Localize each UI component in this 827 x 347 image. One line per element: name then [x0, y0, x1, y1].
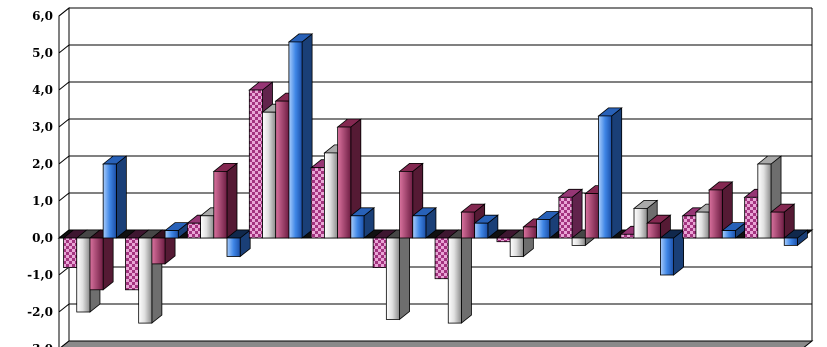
bar-front-face [744, 196, 759, 239]
gridline [58, 44, 812, 54]
bar-front-face [721, 230, 736, 239]
bar-front-face [708, 189, 723, 239]
gridline [58, 7, 812, 17]
bar-side-face [461, 229, 472, 324]
bar-front-face [248, 89, 263, 239]
y-tick-label: -2,0 [27, 305, 53, 319]
bar-front-face [496, 237, 511, 243]
gridline [58, 118, 812, 128]
bar-front-face [509, 237, 524, 257]
y-tick-label: -1,0 [27, 268, 53, 282]
bar-front-face [288, 41, 303, 239]
bar-front-face [102, 163, 117, 239]
gridline [58, 303, 812, 313]
bar-front-face [434, 237, 449, 280]
bar-front-face [310, 167, 325, 239]
bar-front-face [584, 193, 599, 239]
bar-front-face [372, 237, 387, 269]
bar-front-face [213, 170, 228, 239]
bar-front-face [757, 163, 772, 239]
bar-front-face [783, 237, 798, 246]
bar-3-series-4 [225, 229, 252, 258]
bar-4-series-4 [287, 33, 314, 239]
bar-front-face [350, 215, 365, 239]
y-tick-label: 4,0 [32, 83, 53, 97]
bar-6-series-2 [385, 229, 411, 321]
bar-front-face [522, 226, 537, 239]
y-tick-label: 2,0 [32, 157, 53, 171]
bars [62, 33, 809, 324]
bar-1-series-4 [102, 155, 128, 239]
bar-3-series-3 [212, 162, 239, 239]
bar-front-face [558, 196, 573, 239]
bar-front-face [770, 211, 785, 239]
gridlines [58, 6, 813, 347]
bar-front-face [695, 211, 710, 239]
y-tick-label: -3,0 [27, 342, 53, 347]
bar-front-face [151, 237, 166, 265]
bar-front-face [76, 237, 91, 313]
bar-front-face [399, 170, 414, 239]
bar-front-face [385, 237, 400, 320]
bar-side-face [611, 107, 623, 239]
y-tick-label: 0,0 [32, 231, 53, 245]
bar-front-face [633, 207, 648, 239]
bar-7-series-4 [473, 214, 499, 239]
bar-side-face [301, 33, 313, 239]
bar-front-face [63, 237, 78, 269]
bar-1-series-3 [88, 229, 115, 291]
gridline [58, 81, 812, 91]
bar-9-series-1 [557, 188, 584, 239]
bar-6-series-4 [411, 206, 438, 239]
gridline [58, 155, 812, 165]
y-tick-label: 1,0 [32, 194, 53, 208]
y-tick-label: 5,0 [32, 46, 53, 60]
bar-front-face [447, 237, 462, 324]
bar-7-series-2 [447, 229, 473, 324]
bar-front-face [536, 219, 551, 239]
floor-plane [60, 340, 814, 347]
bar-front-face [125, 237, 140, 291]
bar-side-face [102, 229, 114, 291]
y-axis-ticks: 6,0 5,0 4,0 3,0 2,0 1,0 0,0 -1,0 -2,0 -3,0 [27, 9, 53, 347]
bar-front-face [138, 237, 153, 324]
bar-side-face [226, 162, 238, 239]
bar-5-series-3 [336, 118, 362, 239]
bar-front-face [474, 222, 489, 239]
bar-10-series-4 [659, 229, 685, 276]
side-wall [58, 6, 70, 347]
bar-front-face [620, 233, 635, 239]
bar-front-face [200, 215, 215, 239]
bar-front-face [324, 152, 339, 239]
bar-front-face [337, 126, 352, 239]
bar-front-face [571, 237, 586, 246]
bar-11-series-3 [707, 181, 734, 239]
gridline [58, 192, 812, 202]
bar-front-face [186, 222, 201, 239]
bar-front-face [682, 215, 697, 239]
bar-front-face [646, 222, 661, 239]
bar-5-series-4 [349, 206, 376, 239]
bar-side-face [399, 229, 410, 321]
bar-front-face [461, 211, 476, 239]
bar-9-series-4 [597, 107, 623, 239]
bar-front-face [275, 100, 290, 239]
bar-12-series-3 [769, 203, 796, 239]
bar-front-face [598, 115, 613, 239]
bar-12-series-4 [783, 229, 809, 247]
bar-front-face [89, 237, 104, 291]
bar-2-series-4 [163, 221, 190, 239]
bar-front-face [262, 111, 277, 239]
bar-front-face [412, 215, 427, 239]
y-tick-label: 6,0 [32, 9, 53, 23]
bar-front-face [226, 237, 241, 257]
bar-8-series-4 [535, 210, 561, 239]
y-tick-label: 3,0 [32, 120, 53, 134]
bar-front-face [660, 237, 675, 276]
bar-side-face [115, 155, 127, 239]
bar-front-face [164, 230, 179, 239]
